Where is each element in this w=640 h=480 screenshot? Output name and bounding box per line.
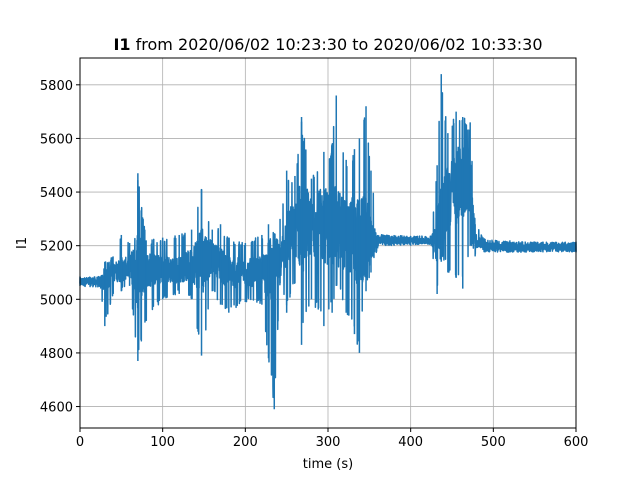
chart-title: I1 from 2020/06/02 10:23:30 to 2020/06/0… <box>113 35 542 54</box>
chart-title-bold: I1 <box>113 35 130 54</box>
x-tick-label: 600 <box>564 435 589 450</box>
x-axis-label: time (s) <box>303 457 353 472</box>
y-tick-label: 4600 <box>40 401 73 416</box>
y-tick-label: 5200 <box>40 240 73 255</box>
x-tick-label: 200 <box>233 435 258 450</box>
y-tick-label: 4800 <box>40 347 73 362</box>
x-tick-label: 500 <box>481 435 506 450</box>
y-axis: 4600 4800 5000 5200 5400 5600 5800 <box>40 79 80 416</box>
y-axis-label: I1 <box>15 237 30 249</box>
x-tick-label: 0 <box>76 435 84 450</box>
series-I1 <box>79 74 577 410</box>
x-tick-label: 300 <box>316 435 341 450</box>
y-tick-label: 5000 <box>40 293 73 308</box>
chart-title-rest: from 2020/06/02 10:23:30 to 2020/06/02 1… <box>131 35 543 54</box>
x-tick-label: 400 <box>398 435 423 450</box>
y-tick-label: 5800 <box>40 79 73 94</box>
y-tick-label: 5600 <box>40 132 73 147</box>
x-tick-label: 100 <box>150 435 175 450</box>
y-tick-label: 5400 <box>40 186 73 201</box>
x-axis: 0 100 200 300 400 500 600 <box>76 428 589 450</box>
